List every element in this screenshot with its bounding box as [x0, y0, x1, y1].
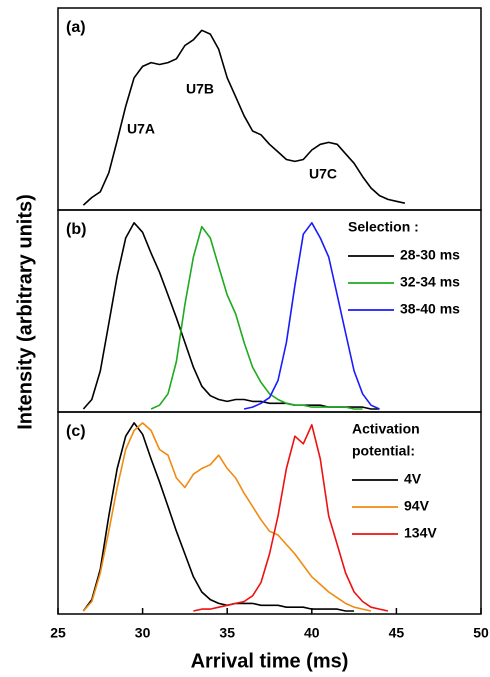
legend-label: 134V	[404, 525, 437, 541]
legend-label: 32-34 ms	[400, 274, 460, 290]
legend-label: 38-40 ms	[400, 301, 460, 317]
legend-label: 94V	[404, 498, 430, 514]
data-line	[150, 225, 363, 410]
legend-title: potential:	[352, 443, 415, 459]
data-line	[193, 424, 389, 612]
data-line	[82, 29, 406, 206]
annotation: U7B	[186, 81, 214, 97]
annotation: U7A	[127, 121, 155, 137]
x-tick-label: 50	[473, 625, 489, 641]
y-axis-label: Intensity (arbitrary units)	[14, 194, 36, 430]
data-line	[82, 222, 380, 410]
x-tick-label: 25	[50, 625, 66, 641]
panel-label: (b)	[66, 221, 86, 238]
panel-frame	[57, 411, 482, 615]
panel-label: (c)	[66, 423, 86, 440]
legend-title: Activation	[352, 421, 420, 437]
panel-frame	[57, 7, 482, 211]
x-tick-label: 45	[389, 625, 405, 641]
annotation: U7C	[309, 166, 337, 182]
x-tick-label: 35	[219, 625, 235, 641]
legend-label: 28-30 ms	[400, 247, 460, 263]
legend-label: 4V	[404, 471, 422, 487]
panel-label: (a)	[66, 19, 86, 36]
data-line	[82, 422, 355, 612]
data-line	[82, 422, 372, 612]
x-tick-label: 40	[304, 625, 320, 641]
legend-title: Selection :	[348, 219, 419, 235]
data-line	[243, 222, 380, 410]
x-axis-label: Arrival time (ms)	[191, 650, 349, 672]
x-tick-label: 30	[135, 625, 151, 641]
